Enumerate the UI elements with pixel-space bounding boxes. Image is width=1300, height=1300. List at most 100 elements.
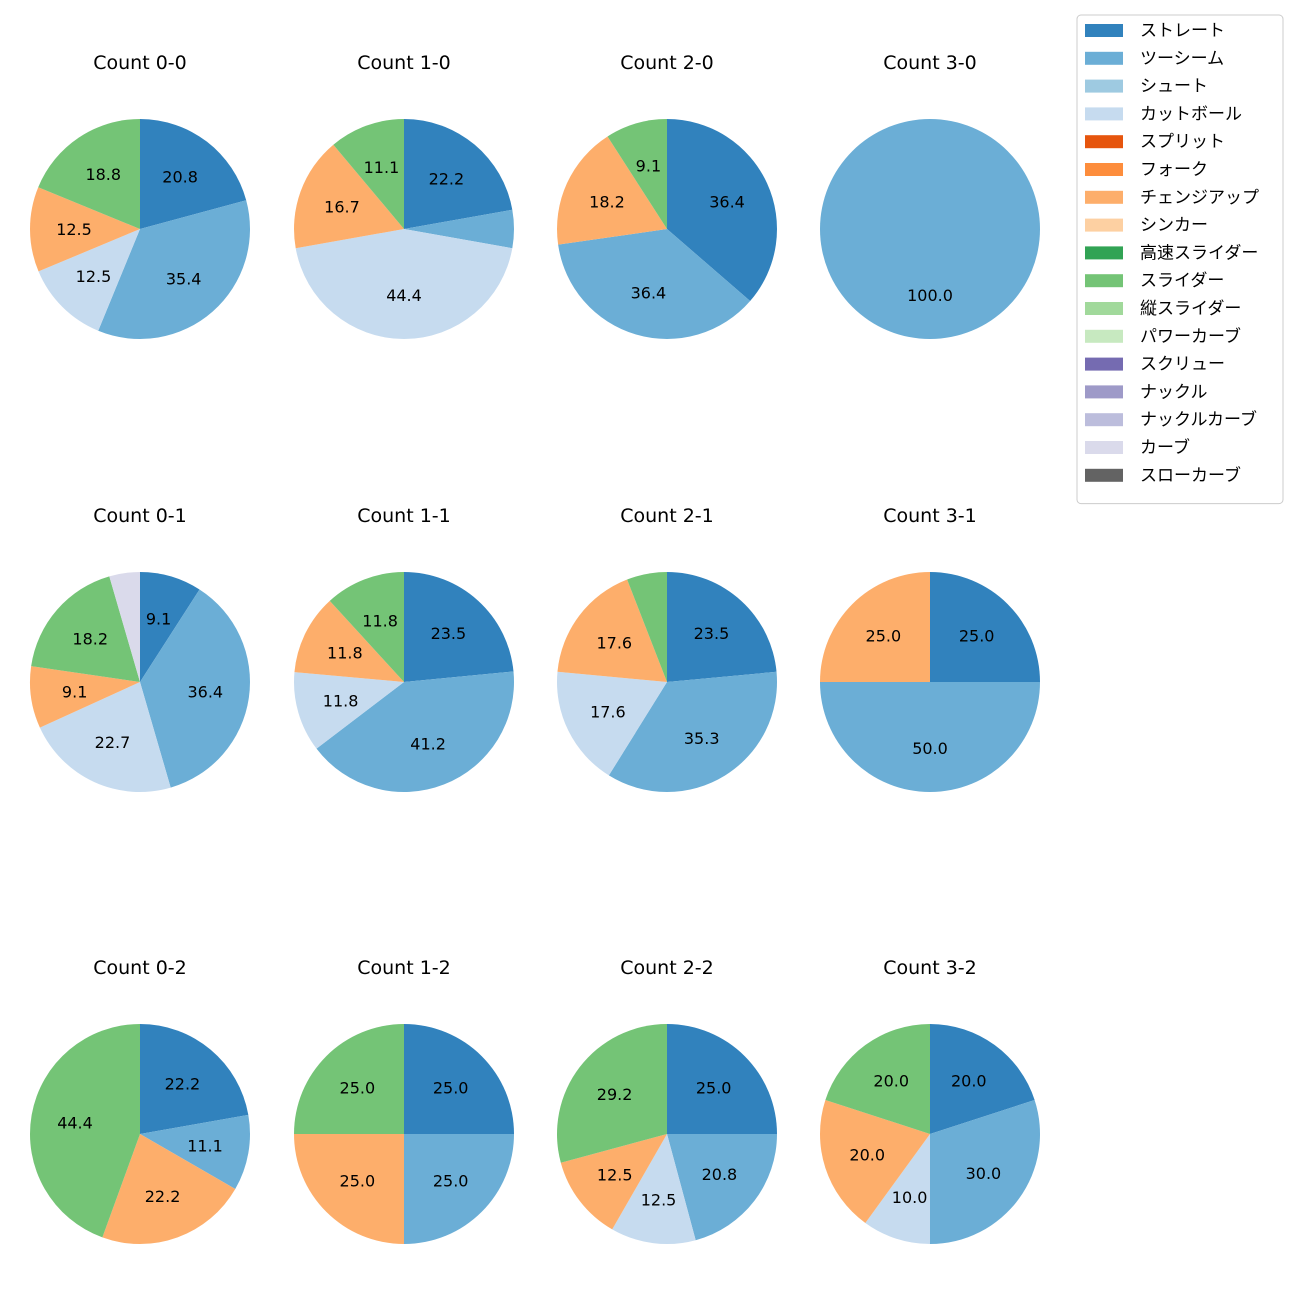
pie-slice bbox=[294, 600, 404, 682]
pie-title: Count 0-0 bbox=[93, 52, 187, 74]
legend-swatch bbox=[1085, 274, 1123, 288]
pie-8: Count 3-1 25.0 50.0 25.0 bbox=[820, 505, 1040, 792]
pie-5: Count 0-1 9.1 36.4 22.7 9.1 18.2 bbox=[30, 505, 250, 792]
legend-label: チェンジアップ bbox=[1140, 188, 1259, 208]
pie-2: Count 1-0 22.2 44.4 16.7 11.1 bbox=[294, 52, 514, 339]
pie-slice bbox=[820, 119, 1040, 339]
pie-slice bbox=[865, 1134, 930, 1244]
pie-slice bbox=[294, 1134, 404, 1244]
pie-slice bbox=[404, 1134, 514, 1244]
slice-label: 9.1 bbox=[146, 610, 171, 629]
slice-label: 12.5 bbox=[641, 1190, 677, 1209]
slice-label: 20.0 bbox=[873, 1072, 909, 1091]
pie-slice bbox=[39, 682, 171, 792]
pie-slice bbox=[627, 572, 667, 682]
pie-slice bbox=[930, 1100, 1041, 1244]
slice-label: 25.0 bbox=[433, 1078, 469, 1097]
pie-slice bbox=[98, 200, 250, 340]
legend-label: シュート bbox=[1140, 77, 1208, 97]
legend-swatch bbox=[1085, 468, 1123, 482]
slice-label: 11.1 bbox=[187, 1136, 223, 1155]
pie-slice bbox=[109, 572, 140, 682]
slice-label: 25.0 bbox=[696, 1078, 732, 1097]
pie-slice bbox=[30, 666, 140, 728]
pie-slice bbox=[294, 144, 404, 249]
legend-label: カーブ bbox=[1140, 437, 1190, 458]
slice-label: 35.4 bbox=[166, 270, 202, 289]
slice-label: 20.0 bbox=[951, 1072, 987, 1091]
pie-slice bbox=[560, 1134, 667, 1230]
pie-title: Count 1-0 bbox=[357, 52, 451, 74]
legend-swatch bbox=[1085, 246, 1123, 260]
pie-slice bbox=[333, 119, 404, 229]
legend-label: シンカー bbox=[1140, 216, 1208, 236]
legend-swatch bbox=[1085, 190, 1123, 204]
slice-label: 17.6 bbox=[590, 702, 626, 721]
legend-swatch bbox=[1085, 441, 1123, 454]
legend-label: フォーク bbox=[1140, 160, 1208, 180]
slice-label: 20.0 bbox=[849, 1145, 885, 1164]
legend: ストレートツーシームシュートカットボールスプリットフォークチェンジアップシンカー… bbox=[1076, 14, 1284, 505]
slice-label: 22.2 bbox=[429, 169, 465, 188]
pie-slice bbox=[820, 682, 1040, 792]
pie-slice bbox=[404, 209, 514, 249]
pie-slice bbox=[140, 572, 200, 682]
pie-1: Count 0-0 20.8 35.4 12.5 12.5 18.8 bbox=[30, 52, 250, 340]
slice-label: 25.0 bbox=[340, 1078, 376, 1097]
pie-slice bbox=[140, 589, 250, 788]
legend-label: スライダー bbox=[1140, 271, 1224, 291]
pie-slice bbox=[316, 671, 515, 793]
slice-label: 36.4 bbox=[631, 283, 667, 302]
slice-label: 100.0 bbox=[907, 286, 953, 305]
slice-label: 17.6 bbox=[596, 633, 632, 652]
pie-slice bbox=[557, 1024, 667, 1163]
slice-label: 20.8 bbox=[162, 168, 198, 187]
legend-swatch bbox=[1085, 218, 1123, 232]
pie-slice bbox=[930, 1024, 1035, 1134]
slice-label: 29.2 bbox=[597, 1085, 633, 1104]
pie-slice bbox=[556, 671, 667, 776]
slice-label: 22.7 bbox=[95, 733, 131, 752]
slice-label: 12.5 bbox=[56, 220, 92, 239]
pie-slice bbox=[295, 229, 513, 339]
pie-10: Count 1-2 25.0 25.0 25.0 25.0 bbox=[294, 957, 514, 1244]
pie-slice bbox=[612, 1134, 696, 1244]
pie-slice bbox=[329, 572, 404, 682]
legend-swatch bbox=[1085, 413, 1123, 427]
pie-slice bbox=[404, 1024, 514, 1134]
slice-label: 22.2 bbox=[165, 1074, 201, 1093]
slice-label: 20.8 bbox=[702, 1165, 738, 1184]
slice-label: 30.0 bbox=[966, 1164, 1002, 1183]
legend-label: ツーシーム bbox=[1140, 49, 1224, 69]
pie-slice bbox=[294, 1024, 404, 1134]
slice-label: 9.1 bbox=[636, 157, 661, 176]
legend-label: ナックル bbox=[1140, 382, 1208, 402]
pies-layer: Count 0-0 20.8 35.4 12.5 12.5 18.8 Count 1-0 22… bbox=[29, 52, 1041, 1245]
slice-label: 11.1 bbox=[364, 158, 400, 177]
legend-label: スプリット bbox=[1140, 132, 1225, 152]
slice-label: 11.8 bbox=[327, 644, 363, 663]
pie-title: Count 3-2 bbox=[883, 957, 977, 979]
slice-label: 25.0 bbox=[433, 1172, 469, 1191]
slice-label: 18.2 bbox=[72, 630, 108, 649]
legend-label: ナックルカーブ bbox=[1140, 409, 1257, 430]
pie-slice bbox=[29, 1024, 141, 1238]
legend-swatch bbox=[1085, 302, 1123, 315]
pie-12: Count 3-2 20.0 30.0 10.0 20.0 20.0 bbox=[819, 957, 1041, 1244]
slice-label: 23.5 bbox=[694, 624, 730, 643]
pie-title: Count 3-1 bbox=[883, 505, 977, 527]
slice-label: 36.4 bbox=[187, 683, 223, 702]
slice-label: 50.0 bbox=[912, 739, 948, 758]
legend-label: カットボール bbox=[1140, 104, 1242, 124]
slice-label: 44.4 bbox=[57, 1114, 93, 1133]
legend-swatch bbox=[1085, 329, 1123, 343]
pie-title: Count 0-2 bbox=[93, 957, 187, 979]
pie-slice bbox=[38, 229, 141, 331]
pie-title: Count 2-2 bbox=[620, 957, 714, 979]
pie-slice bbox=[404, 119, 513, 229]
pie-slice bbox=[820, 572, 930, 682]
pie-slice bbox=[667, 119, 777, 302]
legend-swatch bbox=[1085, 51, 1123, 65]
pie-slice bbox=[667, 572, 777, 682]
